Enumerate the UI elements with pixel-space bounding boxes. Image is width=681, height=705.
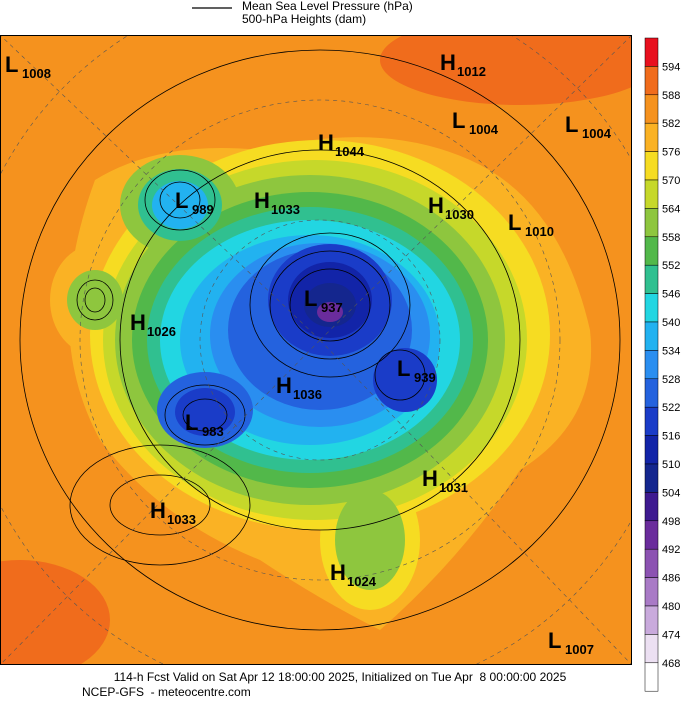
colorbar-swatch: [644, 151, 659, 181]
pressure-center-type: H: [130, 310, 146, 335]
colorbar-label: 468: [662, 658, 680, 670]
colorbar-label: 510: [662, 459, 680, 471]
colorbar-swatch: [644, 264, 659, 294]
pressure-center-value: 1026: [147, 324, 176, 339]
pressure-center-value: 1044: [335, 144, 365, 159]
pressure-center-type: H: [276, 373, 292, 398]
colorbar-swatch: [644, 605, 659, 635]
colorbar-label: 570: [662, 175, 680, 187]
pressure-center-type: L: [5, 52, 18, 77]
pressure-center-type: H: [440, 50, 456, 75]
legend-pressure: Mean Sea Level Pressure (hPa): [242, 0, 413, 13]
colorbar-swatch: [644, 179, 659, 209]
pressure-center-value: 1024: [347, 574, 377, 589]
pressure-center-type: L: [175, 188, 188, 213]
colorbar-label: 552: [662, 260, 680, 272]
colorbar-swatch: [644, 520, 659, 550]
colorbar-swatch: [644, 293, 659, 323]
colorbar-swatch: [644, 463, 659, 493]
pressure-center-value: 983: [202, 424, 224, 439]
colorbar-label: 540: [662, 317, 680, 329]
colorbar-label: 582: [662, 118, 680, 130]
colorbar-label: 528: [662, 374, 680, 386]
colorbar-label: 564: [662, 203, 680, 215]
colorbar-swatch: [644, 577, 659, 607]
pressure-center-type: L: [397, 356, 410, 381]
colorbar-label: 558: [662, 232, 680, 244]
colorbar-swatch: [644, 350, 659, 380]
pressure-center-type: L: [565, 112, 578, 137]
pressure-center-type: H: [254, 188, 270, 213]
colorbar-swatch: [644, 66, 659, 96]
colorbar-label: 504: [662, 487, 680, 499]
pressure-center-value: 939: [414, 370, 436, 385]
pressure-center-type: L: [508, 210, 521, 235]
pressure-center-type: H: [318, 130, 334, 155]
pressure-center-value: 1033: [271, 202, 300, 217]
colorbar-swatch: [644, 435, 659, 465]
colorbar-swatch: [644, 378, 659, 408]
colorbar-swatch: [644, 634, 659, 664]
pressure-center-type: H: [422, 466, 438, 491]
pressure-center-value: 1004: [582, 126, 612, 141]
colorbar-swatch: [644, 492, 659, 522]
pressure-center-value: 1033: [167, 512, 196, 527]
pressure-center-type: L: [185, 410, 198, 435]
colorbar-swatch: [644, 94, 659, 124]
pressure-center-type: H: [150, 498, 166, 523]
pressure-center-value: 1031: [439, 480, 468, 495]
colorbar-label: 534: [662, 345, 680, 357]
pressure-center-value: 937: [321, 300, 343, 315]
pressure-center-value: 1007: [565, 642, 594, 657]
pressure-center-type: L: [548, 628, 561, 653]
map-frame: [0, 35, 632, 665]
colorbar-swatch: [644, 236, 659, 266]
footer-source: NCEP-GFS - meteocentre.com: [82, 685, 251, 699]
pressure-center-value: 1030: [445, 207, 474, 222]
colorbar-swatch: [644, 406, 659, 436]
pressure-center-value: 989: [192, 202, 214, 217]
colorbar-swatch: [644, 321, 659, 351]
colorbar-swatch: [644, 548, 659, 578]
pressure-center-value: 1010: [525, 224, 554, 239]
colorbar-label: 492: [662, 544, 680, 556]
colorbar-swatch: [644, 37, 659, 67]
colorbar-label: 480: [662, 601, 680, 613]
colorbar-label: 486: [662, 573, 680, 585]
footer-line: 114-h Fcst Valid on Sat Apr 12 18:00:00 …: [114, 670, 567, 684]
legend-heights: 500-hPa Heights (dam): [242, 12, 366, 26]
colorbar-label: 516: [662, 431, 680, 443]
pressure-center-type: L: [304, 286, 317, 311]
colorbar-swatch: [644, 122, 659, 152]
pressure-center-type: H: [428, 193, 444, 218]
colorbar-label: 594: [662, 61, 680, 73]
pressure-center-value: 1008: [22, 66, 51, 81]
colorbar-swatch: [644, 662, 659, 692]
pressure-center-value: 1012: [457, 64, 486, 79]
colorbar-label: 522: [662, 402, 680, 414]
colorbar-swatch: [644, 208, 659, 238]
colorbar-label: 588: [662, 90, 680, 102]
pressure-center-type: L: [452, 108, 465, 133]
pressure-center-value: 1036: [293, 387, 322, 402]
colorbar-label: 576: [662, 147, 680, 159]
colorbar-label: 474: [662, 629, 680, 641]
colorbar-label: 546: [662, 289, 680, 301]
pressure-center-value: 1004: [469, 122, 499, 137]
pressure-center-type: H: [330, 560, 346, 585]
colorbar-label: 498: [662, 516, 680, 528]
